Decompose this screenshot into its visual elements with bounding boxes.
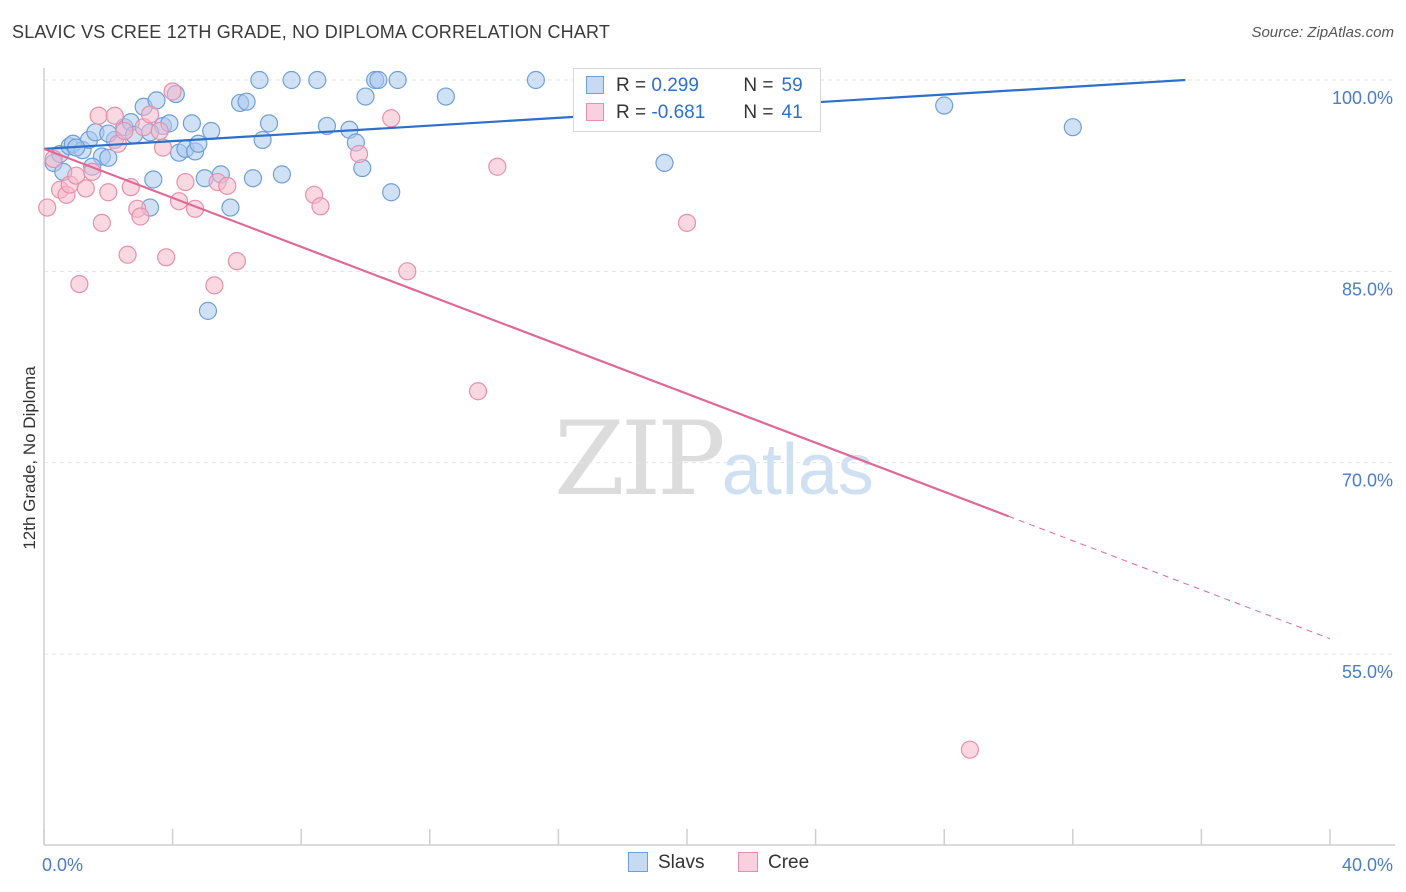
watermark: ZIPatlas xyxy=(554,400,874,519)
slavs-point xyxy=(243,169,263,188)
slavs-legend-swatch xyxy=(628,852,648,872)
cree-point xyxy=(398,262,417,281)
slavs-point xyxy=(935,96,954,115)
slavs-point xyxy=(182,114,201,133)
cree-point xyxy=(677,213,697,232)
cree-trend-line xyxy=(43,147,1009,518)
y-tick-label: 55.0% xyxy=(1342,662,1393,682)
legend-r-label: R = xyxy=(616,102,647,123)
y-tick-label: 100.0% xyxy=(1332,88,1393,108)
legend-row-cree: R = -0.681 N = 41 xyxy=(586,102,803,126)
cree-point xyxy=(311,197,330,216)
cree-point xyxy=(89,106,108,125)
cree-point xyxy=(83,162,102,181)
x-tick-label: 0.0% xyxy=(42,855,83,875)
cree-point xyxy=(38,198,57,217)
legend-n-value: 59 xyxy=(781,75,803,96)
cree-trend-extension xyxy=(1008,515,1331,640)
y-axis-label: 12th Grade, No Diploma xyxy=(20,366,39,550)
slavs-swatch xyxy=(586,76,604,94)
cree-point xyxy=(960,740,980,759)
slavs-point xyxy=(144,170,163,189)
slavs-point xyxy=(526,70,545,90)
grid-lines xyxy=(44,79,1395,655)
slavs-point xyxy=(382,183,401,202)
cree-swatch xyxy=(586,103,604,121)
bottom-legend-slavs: Slavs xyxy=(628,852,704,874)
slavs-point xyxy=(272,165,292,184)
cree-point xyxy=(70,274,89,294)
legend-r-label: R = xyxy=(616,75,647,96)
trend-lines xyxy=(43,78,1331,640)
slavs-point xyxy=(189,134,208,153)
cree-point xyxy=(488,157,507,176)
slavs-point xyxy=(237,92,256,111)
slavs-point xyxy=(221,198,240,217)
correlation-legend: R = 0.299 N = 59 R = -0.681 N = 41 xyxy=(573,68,821,132)
slavs-legend-label: Slavs xyxy=(658,852,705,873)
slavs-point xyxy=(655,153,674,173)
cree-point xyxy=(205,276,224,295)
watermark-zip: ZIP xyxy=(554,400,726,519)
slavs-point xyxy=(259,114,279,133)
slavs-point xyxy=(436,87,455,106)
slavs-point xyxy=(250,70,269,90)
y-tick-label: 85.0% xyxy=(1342,279,1393,299)
slavs-point xyxy=(369,70,388,90)
legend-r-value: 0.299 xyxy=(651,75,699,96)
legend-row-slavs: R = 0.299 N = 59 xyxy=(586,75,803,99)
cree-point xyxy=(105,106,124,125)
cree-point xyxy=(176,172,195,192)
legend-n-value: 41 xyxy=(781,102,803,123)
cree-point xyxy=(118,245,137,264)
cree-legend-label: Cree xyxy=(768,852,810,873)
tick-labels: 55.0% 70.0% 85.0% 100.0% 0.0% 40.0% xyxy=(42,88,1393,875)
y-tick-label: 70.0% xyxy=(1342,471,1393,491)
slavs-point xyxy=(356,87,375,106)
series-cree-points xyxy=(38,82,980,759)
cree-point xyxy=(163,82,182,101)
cree-point xyxy=(382,109,401,128)
cree-point xyxy=(115,121,134,141)
axes xyxy=(43,68,1395,846)
cree-point xyxy=(349,144,369,164)
cree-point xyxy=(218,176,237,195)
cree-point xyxy=(150,121,169,141)
cree-legend-swatch xyxy=(738,852,758,872)
cree-point xyxy=(157,248,176,267)
chart-title: SLAVIC VS CREE 12TH GRADE, NO DIPLOMA CO… xyxy=(12,22,611,42)
slavs-point xyxy=(308,70,327,90)
cree-point xyxy=(76,179,95,198)
bottom-legend-cree: Cree xyxy=(738,852,809,874)
series-slavs-points xyxy=(44,70,1082,320)
legend-n-label: N = xyxy=(743,75,774,96)
cree-point xyxy=(140,105,160,124)
slavs-point xyxy=(202,121,221,141)
slavs-point xyxy=(1063,118,1082,137)
watermark-atlas: atlas xyxy=(721,430,874,510)
slavs-point xyxy=(317,116,337,136)
legend-r-value: -0.681 xyxy=(651,102,706,123)
cree-point xyxy=(131,207,150,226)
source-label: Source: ZipAtlas.com xyxy=(1251,24,1394,41)
slavs-point xyxy=(198,301,218,320)
cree-point xyxy=(153,138,173,157)
cree-point xyxy=(468,382,488,401)
legend-n-label: N = xyxy=(743,102,774,123)
slavs-point xyxy=(253,130,272,150)
cree-point xyxy=(227,252,246,271)
slavs-point xyxy=(99,148,118,167)
cree-point xyxy=(92,213,111,232)
cree-point xyxy=(99,183,118,202)
slavs-point xyxy=(388,70,407,90)
x-tick-label: 40.0% xyxy=(1342,855,1393,875)
slavs-point xyxy=(282,70,301,90)
